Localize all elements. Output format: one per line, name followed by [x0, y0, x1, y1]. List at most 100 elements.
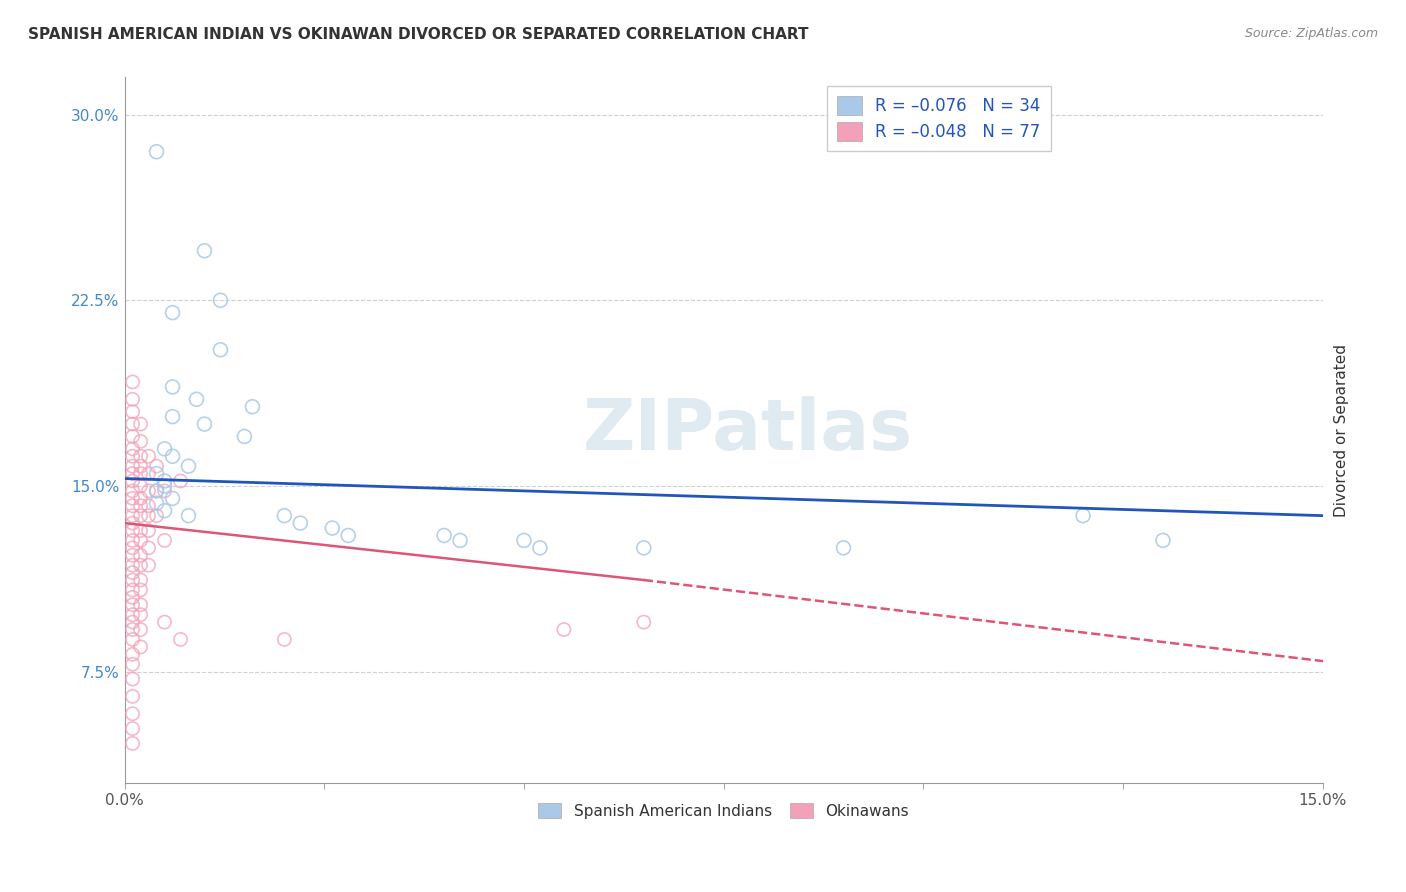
- Point: [121, 706, 143, 721]
- Point: [121, 623, 143, 637]
- Point: [129, 467, 152, 481]
- Point: [145, 467, 167, 481]
- Point: [121, 459, 143, 474]
- Point: [121, 632, 143, 647]
- Text: SPANISH AMERICAN INDIAN VS OKINAWAN DIVORCED OR SEPARATED CORRELATION CHART: SPANISH AMERICAN INDIAN VS OKINAWAN DIVO…: [28, 27, 808, 42]
- Point: [832, 541, 855, 555]
- Point: [121, 533, 143, 548]
- Point: [129, 573, 152, 587]
- Point: [129, 524, 152, 538]
- Point: [145, 508, 167, 523]
- Point: [129, 640, 152, 654]
- Point: [138, 483, 160, 498]
- Point: [169, 632, 191, 647]
- Point: [138, 467, 160, 481]
- Point: [129, 449, 152, 463]
- Text: ZIPatlas: ZIPatlas: [582, 396, 912, 465]
- Point: [121, 442, 143, 456]
- Point: [121, 375, 143, 389]
- Point: [129, 582, 152, 597]
- Point: [242, 400, 264, 414]
- Point: [121, 429, 143, 443]
- Point: [129, 558, 152, 573]
- Point: [153, 533, 176, 548]
- Point: [153, 479, 176, 493]
- Point: [209, 293, 232, 308]
- Point: [153, 483, 176, 498]
- Point: [121, 722, 143, 736]
- Point: [193, 417, 215, 431]
- Point: [121, 598, 143, 612]
- Point: [121, 491, 143, 506]
- Point: [129, 533, 152, 548]
- Y-axis label: Divorced or Separated: Divorced or Separated: [1334, 343, 1348, 516]
- Point: [138, 524, 160, 538]
- Point: [153, 442, 176, 456]
- Point: [233, 429, 256, 443]
- Point: [129, 417, 152, 431]
- Point: [121, 607, 143, 622]
- Point: [162, 305, 184, 319]
- Point: [121, 449, 143, 463]
- Point: [129, 491, 152, 506]
- Point: [433, 528, 456, 542]
- Point: [121, 405, 143, 419]
- Point: [121, 648, 143, 662]
- Point: [145, 459, 167, 474]
- Point: [449, 533, 471, 548]
- Point: [129, 459, 152, 474]
- Point: [121, 566, 143, 580]
- Point: [153, 615, 176, 629]
- Point: [529, 541, 551, 555]
- Point: [121, 392, 143, 407]
- Point: [138, 449, 160, 463]
- Point: [129, 499, 152, 513]
- Point: [633, 541, 655, 555]
- Point: [337, 528, 360, 542]
- Point: [129, 479, 152, 493]
- Point: [145, 483, 167, 498]
- Point: [138, 499, 160, 513]
- Point: [145, 145, 167, 159]
- Point: [121, 417, 143, 431]
- Point: [121, 582, 143, 597]
- Point: [186, 392, 208, 407]
- Point: [129, 508, 152, 523]
- Point: [129, 623, 152, 637]
- Point: [138, 558, 160, 573]
- Point: [209, 343, 232, 357]
- Point: [145, 483, 167, 498]
- Point: [129, 598, 152, 612]
- Point: [169, 474, 191, 488]
- Point: [129, 607, 152, 622]
- Point: [121, 573, 143, 587]
- Point: [273, 632, 295, 647]
- Point: [121, 736, 143, 750]
- Point: [162, 409, 184, 424]
- Point: [321, 521, 343, 535]
- Legend: Spanish American Indians, Okinawans: Spanish American Indians, Okinawans: [533, 797, 915, 825]
- Point: [121, 690, 143, 704]
- Point: [162, 380, 184, 394]
- Point: [121, 672, 143, 686]
- Point: [162, 449, 184, 463]
- Point: [162, 491, 184, 506]
- Point: [121, 474, 143, 488]
- Point: [121, 615, 143, 629]
- Point: [129, 548, 152, 562]
- Point: [121, 548, 143, 562]
- Point: [121, 524, 143, 538]
- Point: [177, 508, 200, 523]
- Point: [121, 499, 143, 513]
- Point: [121, 467, 143, 481]
- Point: [290, 516, 312, 530]
- Point: [121, 483, 143, 498]
- Point: [553, 623, 575, 637]
- Point: [273, 508, 295, 523]
- Point: [633, 615, 655, 629]
- Point: [121, 508, 143, 523]
- Point: [121, 558, 143, 573]
- Point: [138, 541, 160, 555]
- Point: [145, 496, 167, 510]
- Point: [121, 516, 143, 530]
